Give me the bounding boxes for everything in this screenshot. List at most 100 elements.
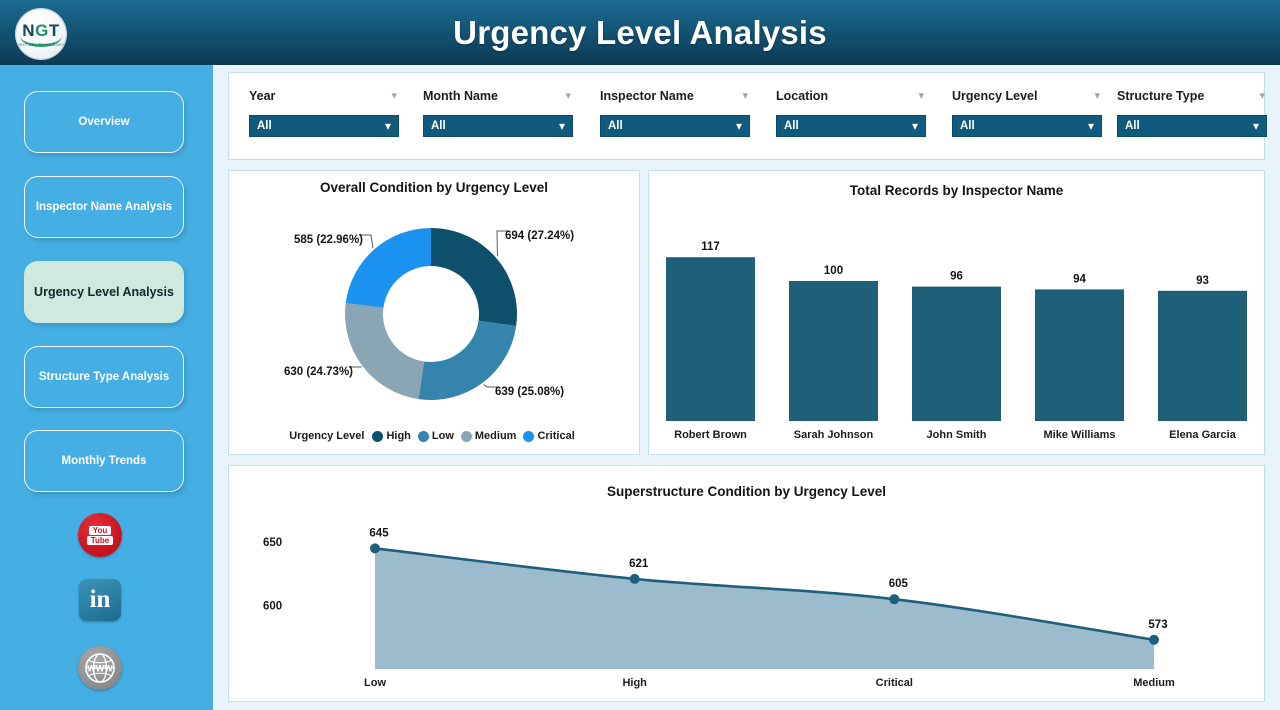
logo-letter-t: T [48, 20, 60, 40]
sidebar-item-inspector-name-analysis[interactable]: Inspector Name Analysis [24, 176, 184, 238]
legend-item-medium[interactable]: Medium [460, 430, 516, 442]
area-value-label: 573 [1148, 619, 1167, 631]
filter-value: All [960, 120, 975, 132]
y-axis-tick-label: 600 [263, 601, 282, 613]
bar-category-label: Elena Garcia [1169, 429, 1237, 441]
logo-letter-g: G [35, 20, 49, 40]
legend-swatch [460, 430, 472, 442]
filter-value: All [431, 120, 446, 132]
filter-urgency-level[interactable]: Urgency Level ▾ All ▾ [952, 86, 1102, 148]
filter-structure-type[interactable]: Structure Type ▾ All ▾ [1117, 86, 1267, 148]
bar-value-label: 117 [701, 241, 720, 253]
chevron-down-icon: ▾ [384, 119, 391, 133]
area-chart[interactable]: 600 650 645 Low 621 High 605 Critical 573 Medium [229, 501, 1264, 701]
linkedin-badge: in [79, 579, 121, 621]
sidebar-item-label: Monthly Trends [61, 455, 147, 467]
filter-month-name[interactable]: Month Name ▾ All ▾ [423, 86, 573, 148]
bar-value-label: 93 [1196, 275, 1209, 287]
chevron-down-icon[interactable]: ▾ [565, 89, 571, 102]
donut-legend: Urgency Level High Low Medium Critical [229, 430, 639, 442]
legend-label: Low [431, 430, 454, 442]
filter-header: Urgency Level ▾ [952, 86, 1102, 106]
donut-slice-high[interactable] [431, 228, 517, 327]
bar-4[interactable] [1158, 290, 1247, 421]
area-point-1[interactable] [629, 573, 640, 584]
sidebar-item-urgency-level-analysis[interactable]: Urgency Level Analysis [24, 261, 184, 323]
legend-label: High [386, 430, 411, 442]
youtube-icon[interactable]: You Tube [78, 513, 122, 557]
bar-2[interactable] [912, 286, 1001, 421]
donut-slice-medium[interactable] [345, 303, 425, 400]
youtube-badge: You Tube [78, 513, 122, 557]
filter-select[interactable]: All ▾ [249, 115, 399, 137]
donut-leader-line [496, 230, 509, 257]
chevron-down-icon[interactable]: ▾ [742, 89, 748, 102]
bar-0[interactable] [666, 257, 755, 421]
bar-category-label: Sarah Johnson [794, 429, 874, 441]
filter-select[interactable]: All ▾ [600, 115, 750, 137]
sidebar-item-monthly-trends[interactable]: Monthly Trends [24, 430, 184, 492]
filter-label: Inspector Name [600, 89, 694, 103]
content-area: Year ▾ All ▾ Month Name ▾ All ▾ [213, 65, 1280, 710]
area-category-label: Low [364, 677, 386, 689]
bar-1[interactable] [789, 281, 878, 421]
bar-value-label: 94 [1073, 273, 1086, 285]
bar-category-label: Mike Williams [1043, 429, 1115, 441]
legend-item-high[interactable]: High [372, 430, 411, 442]
chevron-down-icon: ▾ [735, 119, 742, 133]
chevron-down-icon[interactable]: ▾ [391, 89, 397, 102]
area-chart-title: Superstructure Condition by Urgency Leve… [606, 484, 887, 499]
donut-chart-panel: Overall Condition by Urgency Level 694 (… [228, 170, 640, 455]
filter-label: Urgency Level [952, 89, 1038, 103]
area-fill [375, 548, 1154, 669]
svg-text:WWW: WWW [87, 664, 113, 674]
donut-chart[interactable]: 694 (27.24%) 639 (25.08%) 630 (24.73%) 585 … [229, 171, 639, 421]
filter-label: Structure Type [1117, 89, 1205, 103]
filter-inspector-name[interactable]: Inspector Name ▾ All ▾ [600, 86, 750, 148]
filter-select[interactable]: All ▾ [1117, 115, 1267, 137]
sidebar-item-label: Structure Type Analysis [38, 371, 170, 383]
filter-year[interactable]: Year ▾ All ▾ [249, 86, 399, 148]
area-point-0[interactable] [370, 543, 380, 554]
chevron-down-icon: ▾ [1252, 119, 1259, 133]
chevron-down-icon[interactable]: ▾ [1259, 89, 1265, 102]
area-category-label: High [622, 677, 647, 689]
legend-swatch [417, 430, 429, 442]
area-value-label: 621 [629, 558, 649, 570]
donut-leader-line [359, 234, 374, 248]
legend-item-low[interactable]: Low [417, 430, 454, 442]
bar-category-label: Robert Brown [674, 429, 747, 441]
sidebar-item-overview[interactable]: Overview [24, 91, 184, 153]
chevron-down-icon: ▾ [558, 119, 565, 133]
chevron-down-icon: ▾ [1087, 119, 1094, 133]
legend-item-critical[interactable]: Critical [523, 430, 575, 442]
filter-header: Inspector Name ▾ [600, 86, 750, 106]
filter-location[interactable]: Location ▾ All ▾ [776, 86, 926, 148]
website-badge: WWW [78, 646, 122, 690]
bar-3[interactable] [1035, 289, 1124, 421]
chevron-down-icon[interactable]: ▾ [1094, 89, 1100, 102]
bar-chart-title: Total Records by Inspector Name [849, 183, 1064, 198]
filter-select[interactable]: All ▾ [423, 115, 573, 137]
area-line [374, 547, 1155, 642]
sidebar-item-structure-type-analysis[interactable]: Structure Type Analysis [24, 346, 184, 408]
area-point-2[interactable] [889, 594, 900, 605]
area-point-3[interactable] [1149, 634, 1159, 645]
sidebar-item-label: Overview [78, 116, 130, 128]
donut-slice-low[interactable] [418, 320, 517, 400]
filter-select[interactable]: All ▾ [952, 115, 1102, 137]
filter-value: All [1125, 120, 1140, 132]
website-icon[interactable]: WWW [78, 646, 122, 690]
chevron-down-icon[interactable]: ▾ [918, 89, 924, 102]
filter-label: Month Name [423, 89, 498, 103]
donut-slice-critical[interactable] [345, 228, 431, 308]
filter-header: Month Name ▾ [423, 86, 573, 106]
sidebar-item-label: Inspector Name Analysis [35, 201, 173, 213]
chevron-down-icon: ▾ [911, 119, 918, 133]
linkedin-icon[interactable]: in [78, 578, 122, 622]
filter-header: Location ▾ [776, 86, 926, 106]
filter-select[interactable]: All ▾ [776, 115, 926, 137]
area-category-label: Medium [1133, 677, 1175, 689]
donut-data-label: 585 (22.96%) [294, 234, 363, 246]
bar-chart[interactable]: 117 Robert Brown 100 Sarah Johnson 96 John Sm… [649, 203, 1264, 453]
